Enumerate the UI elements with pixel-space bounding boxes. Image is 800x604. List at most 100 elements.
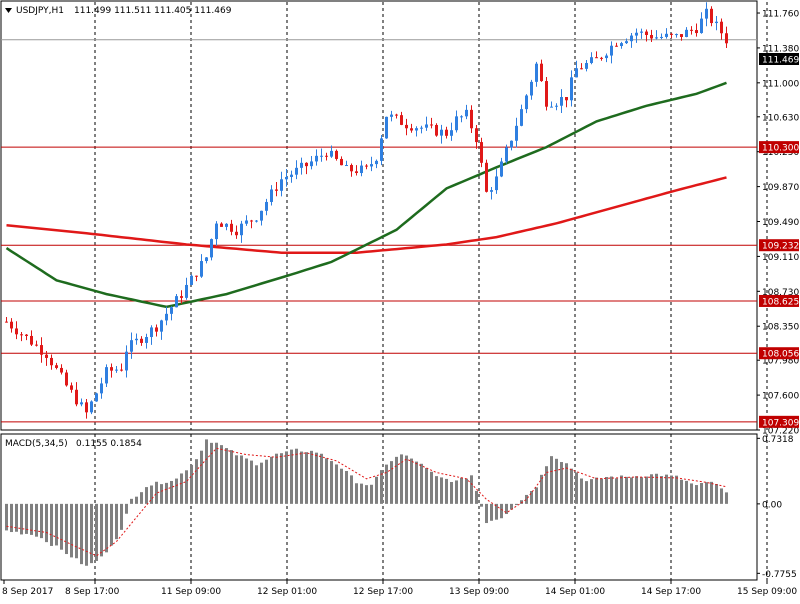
macd-bar <box>50 503 53 546</box>
candle-body <box>700 18 703 34</box>
time-tick-label: 11 Sep 09:00 <box>161 587 221 597</box>
macd-bar <box>130 498 133 504</box>
macd-bar <box>90 503 93 564</box>
macd-bar <box>535 487 538 504</box>
macd-bar <box>375 476 378 504</box>
macd-bar <box>25 503 28 534</box>
macd-bar <box>45 503 48 543</box>
candle-body <box>635 32 638 36</box>
macd-bar <box>60 503 63 550</box>
macd-bar <box>35 503 38 537</box>
macd-bar <box>580 478 583 504</box>
collapse-arrow-icon[interactable] <box>5 8 12 13</box>
price-tick-label: 107.980 <box>762 357 799 367</box>
macd-bar <box>550 456 553 504</box>
macd-bar <box>240 455 243 504</box>
macd-bar <box>340 468 343 504</box>
candle-body <box>685 29 688 37</box>
level-tag-label: 107.309 <box>762 418 799 428</box>
level-tag <box>759 141 799 154</box>
candle-body <box>225 223 228 227</box>
time-tick-label: 15 Sep 09:00 <box>737 587 797 597</box>
candle-body <box>310 161 313 167</box>
candle-body <box>565 97 568 101</box>
candle-body <box>300 162 303 168</box>
macd-bar <box>405 455 408 504</box>
macd-bar <box>665 474 668 504</box>
candle-body <box>535 63 538 82</box>
candle-body <box>145 337 148 343</box>
candle-body <box>5 321 8 323</box>
macd-bar <box>210 442 213 504</box>
candle-body <box>170 307 173 314</box>
macd-bar <box>380 470 383 504</box>
candle-body <box>140 338 143 343</box>
macd-bar <box>425 468 428 504</box>
macd-bar <box>685 480 688 504</box>
candle-body <box>185 284 188 298</box>
price-tick-label: 109.490 <box>762 218 799 228</box>
time-tick-label: 14 Sep 17:00 <box>641 587 701 597</box>
macd-histogram <box>5 439 728 566</box>
candle-body <box>550 106 553 108</box>
candle-body <box>665 33 668 37</box>
candle-body <box>430 124 433 126</box>
macd-bar <box>250 460 253 504</box>
time-tick-label: 8 Sep 2017 <box>2 587 53 597</box>
macd-bar <box>555 458 558 504</box>
macd-bar <box>600 478 603 504</box>
candle-body <box>575 68 578 78</box>
candle-body <box>615 45 618 47</box>
candle-body <box>260 210 263 221</box>
macd-bar <box>275 453 278 504</box>
candle-body <box>460 116 463 118</box>
macd-bar <box>415 461 418 504</box>
candle-body <box>545 81 548 107</box>
price-tick-label: 107.600 <box>762 392 799 402</box>
candle-body <box>255 220 258 222</box>
macd-bar <box>10 503 13 533</box>
price-tick-label: 111.000 <box>762 79 799 89</box>
candle-body <box>215 223 218 240</box>
candle-body <box>670 33 673 35</box>
candle-body <box>55 365 58 368</box>
macd-bar <box>630 477 633 504</box>
candle-body <box>105 367 108 384</box>
macd-bar <box>255 465 258 504</box>
candle-body <box>315 155 318 162</box>
macd-bar <box>95 503 98 561</box>
candle-body <box>445 129 448 136</box>
candle-body <box>500 161 503 177</box>
candle-body <box>250 220 253 222</box>
macd-bar <box>635 476 638 504</box>
candle-body <box>10 321 13 329</box>
candle-body <box>585 63 588 69</box>
macd-tick-label: 0.00 <box>762 500 782 510</box>
macd-bar <box>430 471 433 504</box>
candle-body <box>155 327 158 332</box>
candlesticks <box>5 2 728 419</box>
candle-body <box>190 275 193 285</box>
candle-body <box>15 328 18 335</box>
price-panel-frame <box>0 0 758 431</box>
candle-body <box>130 340 133 352</box>
macd-bar <box>470 475 473 504</box>
macd-bar <box>595 477 598 504</box>
macd-bar <box>445 478 448 504</box>
candle-body <box>640 31 643 33</box>
candle-body <box>435 124 438 136</box>
macd-bar <box>605 476 608 504</box>
candle-body <box>180 296 183 298</box>
ohlc-readout: 111.499 111.511 111.405 111.469 <box>74 6 232 16</box>
candle-body <box>195 275 198 277</box>
candle-body <box>410 128 413 131</box>
macd-bar <box>515 503 518 506</box>
candle-body <box>375 160 378 165</box>
macd-bar <box>120 503 123 530</box>
candle-body <box>400 115 403 125</box>
candle-body <box>60 367 63 373</box>
macd-bar <box>700 483 703 504</box>
price-tick-label: 111.380 <box>762 44 799 54</box>
